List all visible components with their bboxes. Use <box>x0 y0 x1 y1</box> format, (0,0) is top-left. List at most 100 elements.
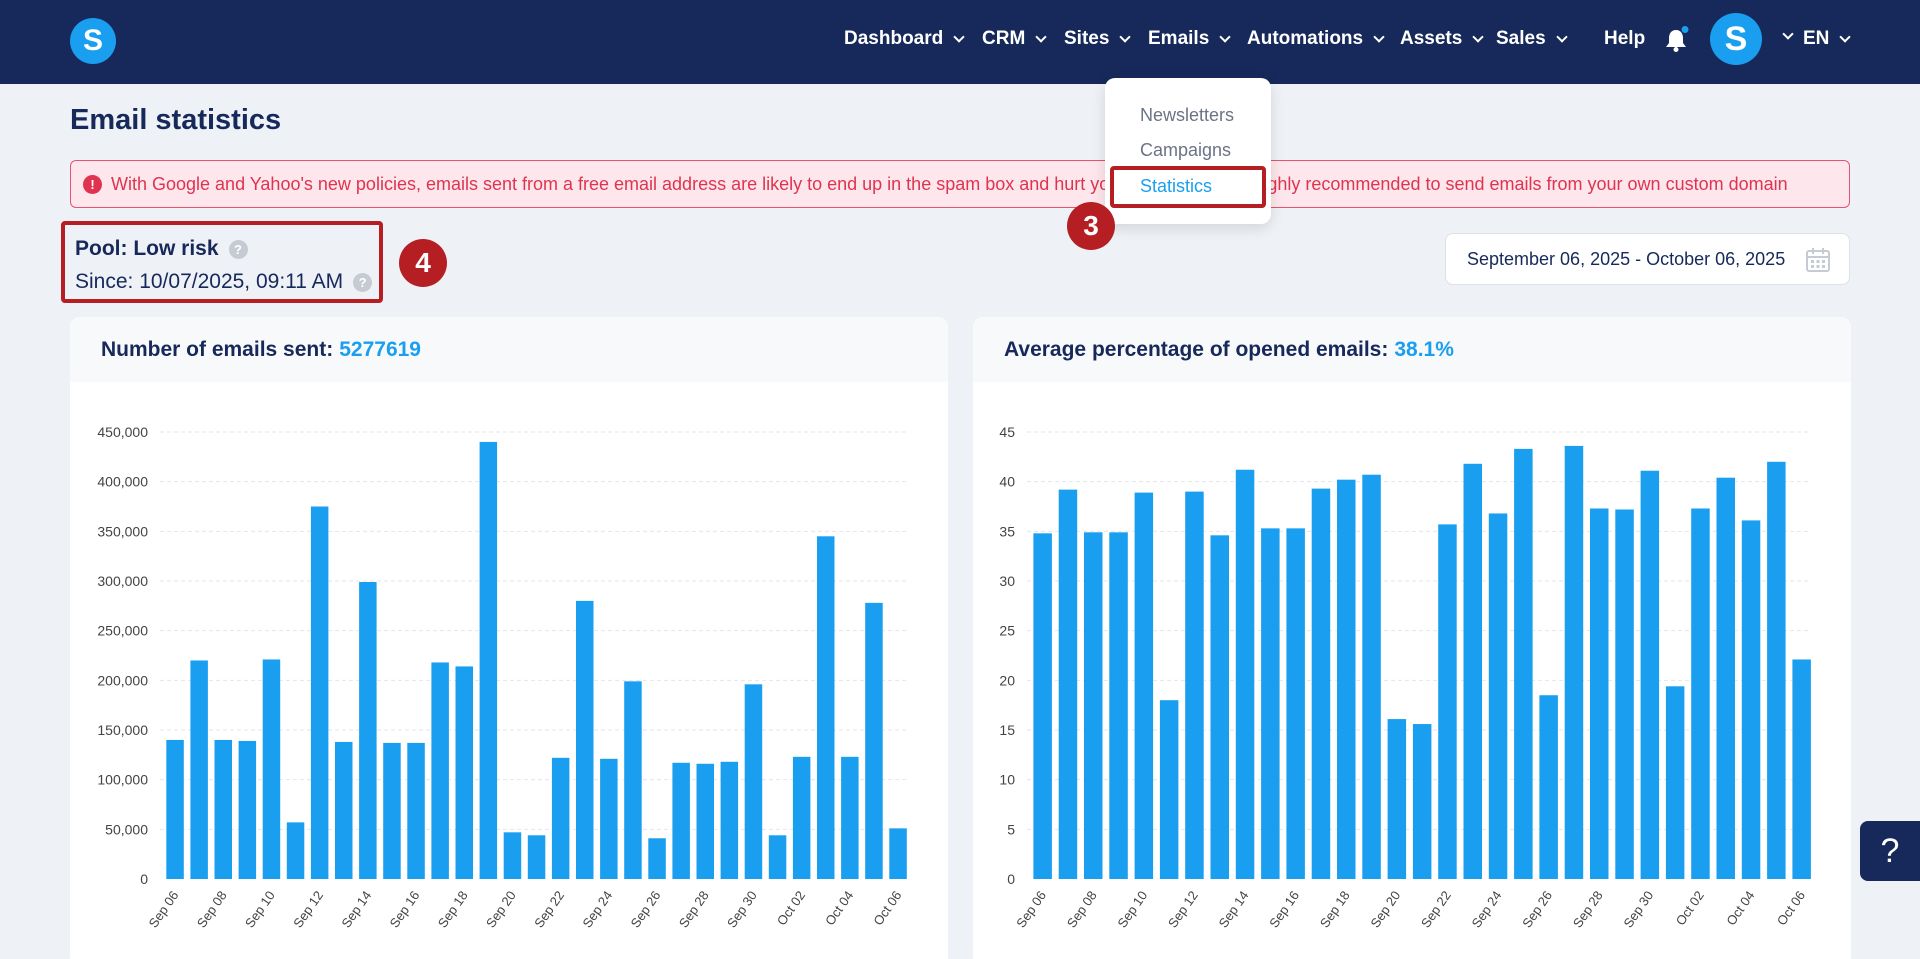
opened-emails-y-tick-label: 0 <box>1007 871 1015 887</box>
opened-emails-bar[interactable] <box>1337 479 1356 879</box>
language-selector[interactable]: EN <box>1803 28 1852 50</box>
opened-emails-bar[interactable] <box>1261 528 1280 879</box>
pool-since-label: Since: 10/07/2025, 09:11 AM <box>75 270 344 293</box>
opened-emails-bar[interactable] <box>1488 513 1508 879</box>
nav-dashboard[interactable]: Dashboard <box>844 28 965 50</box>
opened-emails-bar[interactable] <box>1615 509 1634 879</box>
opened-emails-y-tick-label: 5 <box>1007 821 1015 837</box>
emails-sent-bar[interactable] <box>262 659 281 879</box>
emails-sent-bar[interactable] <box>817 536 835 879</box>
emails-sent-bar[interactable] <box>503 832 522 879</box>
opened-emails-bar[interactable] <box>1387 719 1407 879</box>
opened-emails-bar[interactable] <box>1514 448 1533 879</box>
opened-emails-bar[interactable] <box>1564 445 1584 879</box>
opened-emails-bar[interactable] <box>1109 532 1128 879</box>
opened-emails-bar[interactable] <box>1311 488 1331 879</box>
help-chat-button[interactable]: ? <box>1860 821 1920 881</box>
nav-crm[interactable]: CRM <box>982 28 1047 50</box>
app-logo[interactable]: S <box>70 18 116 64</box>
help-icon[interactable]: ? <box>228 239 248 259</box>
opened-emails-y-tick-label: 30 <box>999 573 1015 589</box>
nav-sites[interactable]: Sites <box>1064 28 1132 50</box>
page-title: Email statistics <box>70 104 282 136</box>
emails-sent-x-tick-label: Sep 24 <box>579 888 615 930</box>
pool-since: Since: 10/07/2025, 09:11 AM ? <box>75 270 373 294</box>
opened-emails-bar[interactable] <box>1134 492 1154 879</box>
emails-sent-bar[interactable] <box>672 762 690 879</box>
date-range-picker[interactable]: September 06, 2025 - October 06, 2025 <box>1445 233 1850 285</box>
nav-sales[interactable]: Sales <box>1496 28 1568 50</box>
opened-emails-x-tick-label: Sep 06 <box>1013 888 1049 930</box>
emails-sent-bar[interactable] <box>455 666 474 879</box>
bell-icon[interactable] <box>1662 26 1690 54</box>
avatar[interactable]: S <box>1710 13 1762 65</box>
opened-emails-bar[interactable] <box>1741 520 1761 879</box>
nav-help[interactable]: Help <box>1604 28 1645 50</box>
opened-emails-bar[interactable] <box>1033 533 1052 879</box>
opened-emails-bar[interactable] <box>1159 700 1179 879</box>
opened-emails-bar[interactable] <box>1590 508 1609 879</box>
opened-emails-y-tick-label: 20 <box>999 672 1015 688</box>
opened-emails-bar[interactable] <box>1362 474 1381 879</box>
emails-sent-bar[interactable] <box>720 761 739 879</box>
emails-sent-bar[interactable] <box>648 838 666 879</box>
menu-item-newsletters[interactable]: Newsletters <box>1140 105 1235 125</box>
menu-item-statistics[interactable]: Statistics <box>1140 176 1213 196</box>
nav-emails[interactable]: Emails <box>1148 28 1231 50</box>
help-icon[interactable]: ? <box>353 272 373 292</box>
opened-emails-y-tick-label: 10 <box>999 772 1015 788</box>
opened-emails-bar[interactable] <box>1665 686 1685 879</box>
opened-emails-bar[interactable] <box>1767 461 1786 879</box>
opened-emails-bar[interactable] <box>1539 695 1558 879</box>
emails-sent-bar[interactable] <box>383 742 401 879</box>
emails-sent-bar[interactable] <box>551 757 570 879</box>
opened-emails-bar[interactable] <box>1691 508 1710 879</box>
opened-emails-bar[interactable] <box>1438 524 1457 879</box>
emails-sent-bar[interactable] <box>744 684 763 879</box>
emails-sent-bar[interactable] <box>166 739 184 879</box>
emails-sent-bar[interactable] <box>479 441 498 879</box>
emails-sent-bar[interactable] <box>576 600 594 879</box>
emails-sent-bar[interactable] <box>190 660 208 879</box>
opened-emails-bar[interactable] <box>1640 470 1660 879</box>
emails-sent-bar[interactable] <box>889 828 907 879</box>
chevron-down-icon[interactable] <box>1782 28 1794 40</box>
emails-sent-bar[interactable] <box>238 740 257 879</box>
chevron-down-icon <box>1373 31 1385 43</box>
opened-emails-bar[interactable] <box>1235 469 1255 879</box>
menu-item-campaigns[interactable]: Campaigns <box>1140 140 1232 160</box>
nav-assets[interactable]: Assets <box>1400 28 1484 50</box>
emails-sent-bar[interactable] <box>600 758 618 879</box>
nav-automations[interactable]: Automations <box>1247 28 1385 50</box>
emails-sent-bar[interactable] <box>359 581 377 879</box>
emails-sent-bar[interactable] <box>841 756 859 879</box>
emails-sent-bar[interactable] <box>335 741 353 879</box>
opened-emails-x-tick-label: Oct 06 <box>1774 888 1808 928</box>
emails-sent-x-tick-label: Sep 26 <box>628 888 664 930</box>
emails-sent-bar[interactable] <box>431 662 449 879</box>
opened-emails-bar[interactable] <box>1463 463 1483 879</box>
emails-sent-bar[interactable] <box>407 742 425 879</box>
emails-sent-bar[interactable] <box>214 739 233 879</box>
emails-sent-bar[interactable] <box>624 681 642 879</box>
opened-emails-bar[interactable] <box>1286 528 1305 879</box>
emails-sent-bar[interactable] <box>310 506 329 880</box>
opened-emails-bar[interactable] <box>1412 724 1432 879</box>
emails-sent-bar[interactable] <box>286 822 305 879</box>
opened-emails-x-tick-label: Sep 22 <box>1418 888 1454 930</box>
opened-emails-bar[interactable] <box>1084 532 1103 879</box>
emails-sent-x-tick-label: Sep 20 <box>483 888 519 930</box>
emails-sent-bar[interactable] <box>696 763 715 879</box>
emails-sent-bar[interactable] <box>792 756 811 879</box>
nav-sales-label: Sales <box>1496 28 1546 49</box>
emails-sent-bar[interactable] <box>527 835 546 879</box>
emails-sent-header: Number of emails sent: 5277619 <box>70 317 948 382</box>
emails-sent-bar[interactable] <box>865 602 883 879</box>
emails-sent-x-tick-label: Sep 06 <box>146 888 182 930</box>
opened-emails-bar[interactable] <box>1058 489 1078 879</box>
emails-sent-bar[interactable] <box>768 835 787 879</box>
opened-emails-bar[interactable] <box>1210 535 1230 879</box>
opened-emails-bar[interactable] <box>1716 477 1736 879</box>
opened-emails-bar[interactable] <box>1792 659 1811 879</box>
opened-emails-bar[interactable] <box>1185 491 1204 879</box>
